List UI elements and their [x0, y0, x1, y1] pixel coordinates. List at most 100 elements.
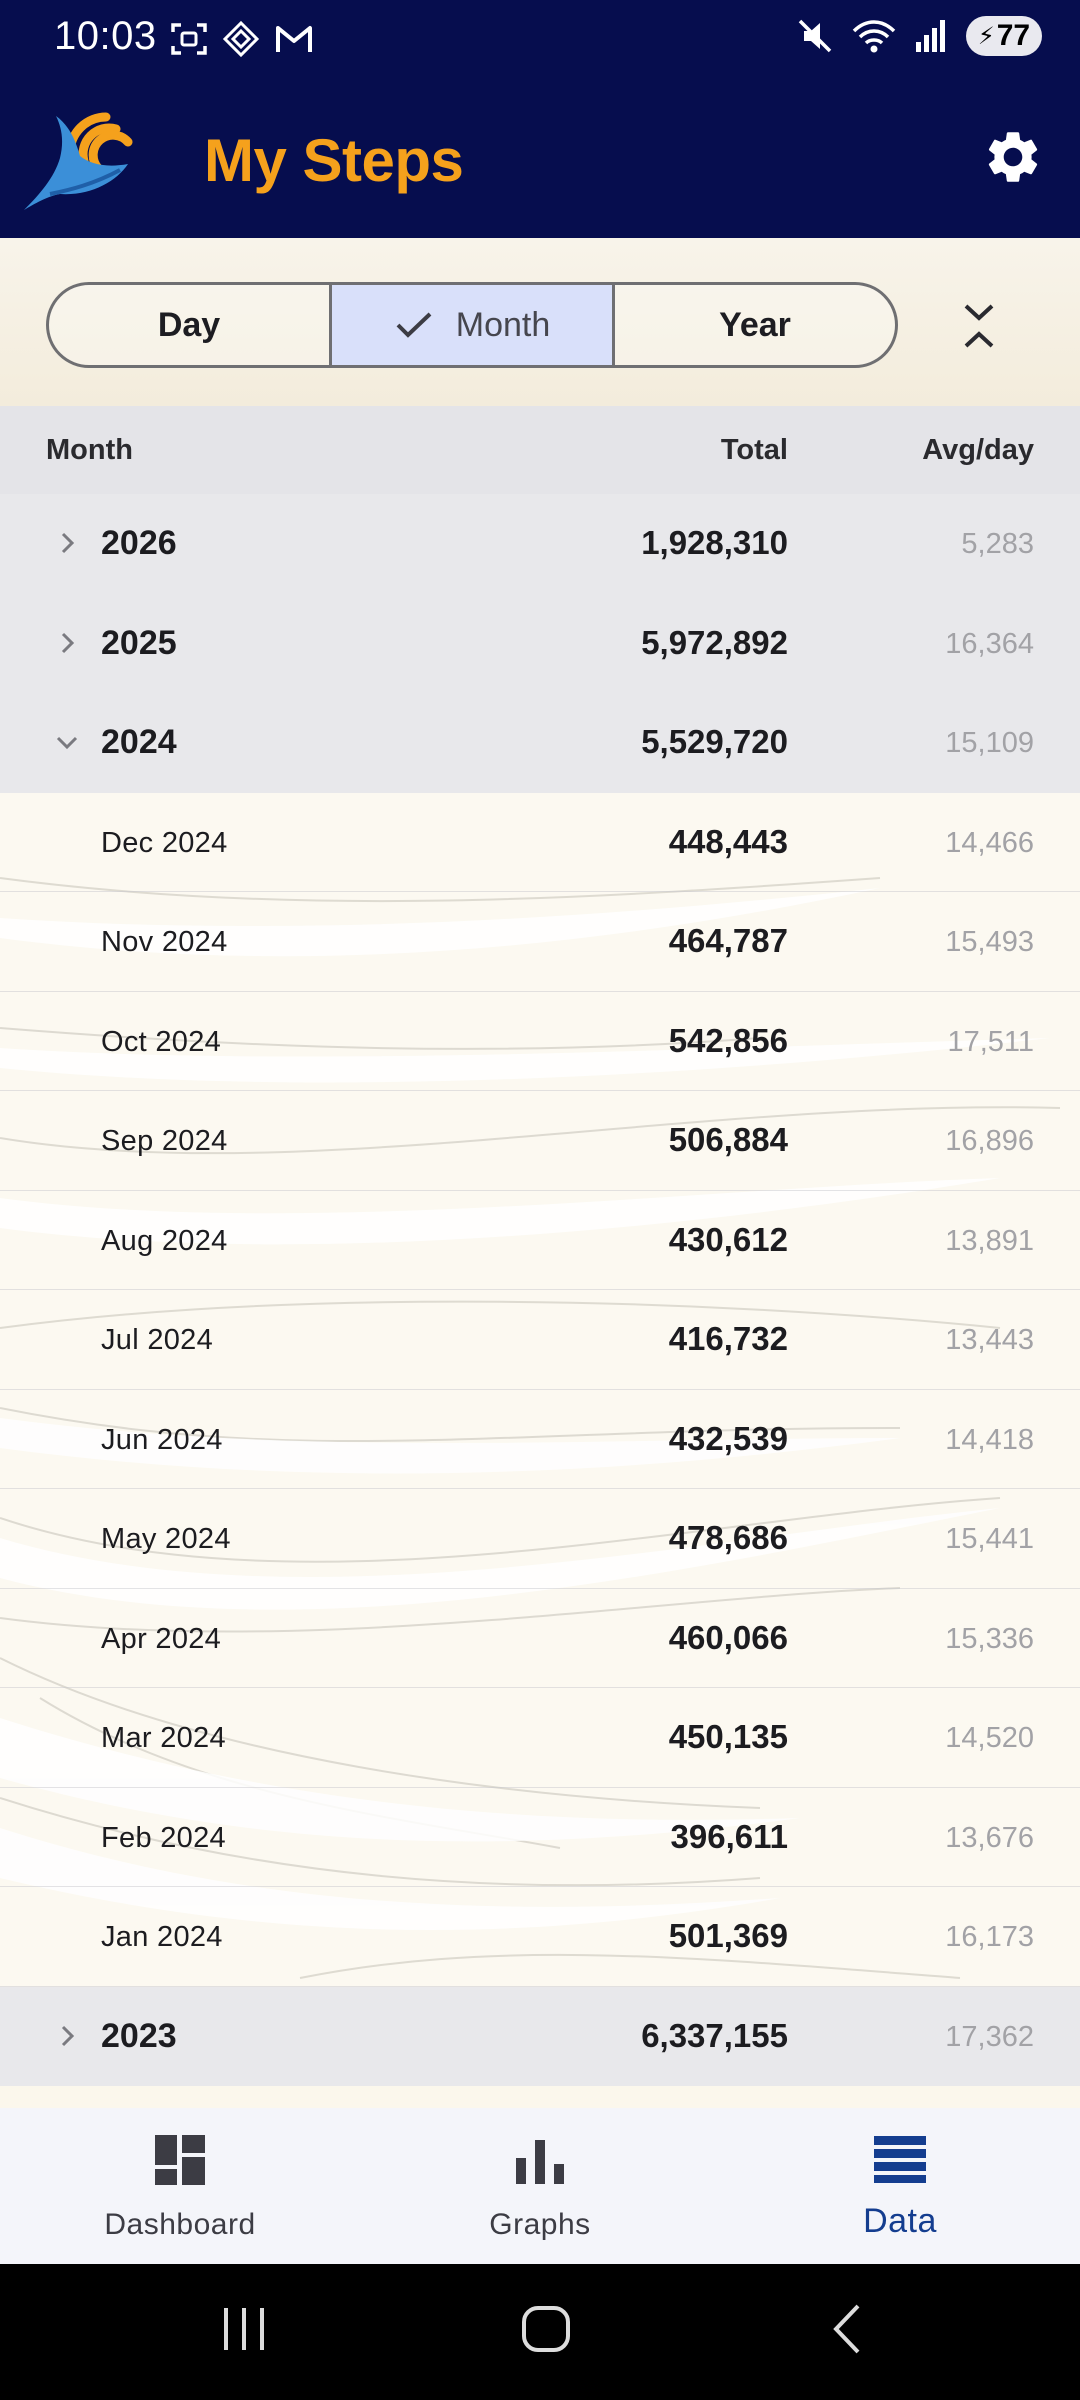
row-total: 396,611 [670, 1817, 788, 1855]
row-avg: 5,283 [961, 528, 1034, 560]
status-bar: 10:03 ⚡ 77 [0, 0, 1080, 78]
row-label: Mar 2024 [101, 1722, 226, 1754]
segment-year-label: Year [719, 305, 791, 344]
chevron-down-icon [56, 736, 78, 750]
row-label: Apr 2024 [101, 1622, 222, 1655]
period-segmented-control: Day Month Year [46, 282, 898, 368]
row-label: Jul 2024 [101, 1324, 214, 1356]
row-total: 5,529,720 [641, 723, 788, 760]
row-total: 430,612 [668, 1220, 788, 1258]
nav-dashboard[interactable]: Dashboard [0, 2108, 360, 2264]
row-total: 542,856 [668, 1021, 788, 1059]
year-row-2025[interactable]: 2025 5,972,892 16,364 [0, 593, 1080, 693]
row-total: 464,787 [668, 922, 788, 959]
header-period: Month [46, 434, 133, 466]
nav-graphs[interactable]: Graphs [360, 2108, 720, 2264]
table-header: Month Total Avg/day [0, 406, 1080, 494]
vpn-icon [222, 20, 260, 58]
check-icon [394, 310, 434, 340]
month-row: Aug 2024 430,612 13,891 [0, 1190, 1080, 1290]
row-total: 450,135 [668, 1718, 788, 1755]
row-label: Sep 2024 [101, 1125, 228, 1157]
month-row: Feb 2024 396,611 13,676 [0, 1787, 1080, 1887]
row-avg: 15,441 [945, 1523, 1034, 1555]
row-label: Oct 2024 [101, 1025, 222, 1058]
chevron-right-icon [61, 532, 75, 554]
row-label: Nov 2024 [101, 926, 228, 958]
mute-icon [798, 19, 832, 53]
app-logo-icon [24, 112, 133, 210]
row-avg: 16,364 [945, 627, 1034, 660]
row-total: 6,337,155 [641, 2016, 788, 2054]
segment-month[interactable]: Month [329, 285, 612, 365]
screenshot-icon [171, 23, 207, 55]
segment-day-label: Day [157, 305, 221, 344]
month-row: Dec 2024 448,443 14,466 [0, 792, 1080, 892]
month-row: Apr 2024 460,066 15,336 [0, 1588, 1080, 1688]
bottom-navigation: Dashboard Graphs Data [0, 2108, 1080, 2264]
segment-year[interactable]: Year [612, 285, 895, 365]
settings-gear-icon[interactable] [982, 126, 1044, 188]
row-avg: 14,466 [945, 826, 1034, 859]
month-row: May 2024 478,686 15,441 [0, 1489, 1080, 1589]
header-total: Total [720, 434, 788, 466]
row-label: Feb 2024 [101, 1821, 226, 1854]
app-title: My Steps [204, 127, 464, 194]
row-avg: 15,109 [945, 727, 1034, 759]
nav-dashboard-label: Dashboard [104, 2208, 256, 2241]
row-avg: 16,896 [945, 1125, 1034, 1157]
row-total: 432,539 [668, 1419, 788, 1457]
row-total: 506,884 [668, 1121, 788, 1158]
row-label: May 2024 [101, 1523, 231, 1555]
status-time: 10:03 [54, 14, 157, 58]
collapse-all-icon[interactable] [954, 298, 1004, 354]
month-row: Nov 2024 464,787 15,493 [0, 892, 1080, 992]
row-label: Dec 2024 [101, 826, 228, 859]
year-row-2024[interactable]: 2024 5,529,720 15,109 [0, 693, 1080, 793]
month-row: Oct 2024 542,856 17,511 [0, 991, 1080, 1091]
row-total: 416,732 [668, 1320, 788, 1357]
recents-button[interactable] [220, 2302, 268, 2356]
row-avg: 14,418 [945, 1423, 1034, 1456]
segment-month-label: Month [455, 305, 551, 344]
header-avg: Avg/day [922, 434, 1034, 466]
nav-data[interactable]: Data [720, 2108, 1080, 2264]
bar-chart-icon [516, 2140, 564, 2184]
row-total: 1,928,310 [641, 524, 788, 561]
back-button[interactable] [826, 2302, 866, 2356]
row-total: 5,972,892 [641, 623, 788, 661]
row-label: 2023 [101, 2016, 177, 2055]
month-row: Jan 2024 501,369 16,173 [0, 1887, 1080, 1987]
row-label: 2024 [101, 723, 177, 761]
battery-level: 77 [996, 19, 1031, 52]
row-label: Aug 2024 [101, 1224, 228, 1257]
period-selector-area: Day Month Year [0, 238, 1080, 406]
segment-day[interactable]: Day [49, 285, 329, 365]
data-table: 2026 1,928,310 5,283 2025 5,972,892 16,3… [0, 494, 1080, 2086]
row-avg: 15,336 [945, 1622, 1034, 1655]
row-label: Jan 2024 [101, 1921, 223, 1953]
month-row: Mar 2024 450,135 14,520 [0, 1688, 1080, 1788]
chevron-right-icon [61, 2025, 75, 2046]
home-button[interactable] [520, 2302, 572, 2356]
battery-icon: ⚡ 77 [966, 16, 1042, 56]
row-avg: 17,362 [945, 2020, 1034, 2053]
row-avg: 15,493 [945, 926, 1034, 958]
app-bar: My Steps [0, 78, 1080, 238]
list-icon [874, 2136, 926, 2183]
year-row-2026[interactable]: 2026 1,928,310 5,283 [0, 494, 1080, 594]
wifi-icon [852, 20, 896, 53]
month-row: Jun 2024 432,539 14,418 [0, 1389, 1080, 1489]
nav-data-label: Data [863, 2202, 937, 2240]
row-avg: 16,173 [945, 1921, 1034, 1953]
dashboard-icon [155, 2135, 205, 2185]
row-total: 460,066 [668, 1618, 788, 1656]
row-total: 478,686 [668, 1519, 788, 1556]
chevron-right-icon [61, 632, 75, 653]
row-label: Jun 2024 [101, 1423, 223, 1456]
row-avg: 13,891 [945, 1224, 1034, 1257]
system-navigation-bar [0, 2264, 1080, 2400]
month-row: Jul 2024 416,732 13,443 [0, 1290, 1080, 1390]
year-row-2023[interactable]: 2023 6,337,155 17,362 [0, 1986, 1080, 2086]
nav-graphs-label: Graphs [489, 2208, 591, 2241]
